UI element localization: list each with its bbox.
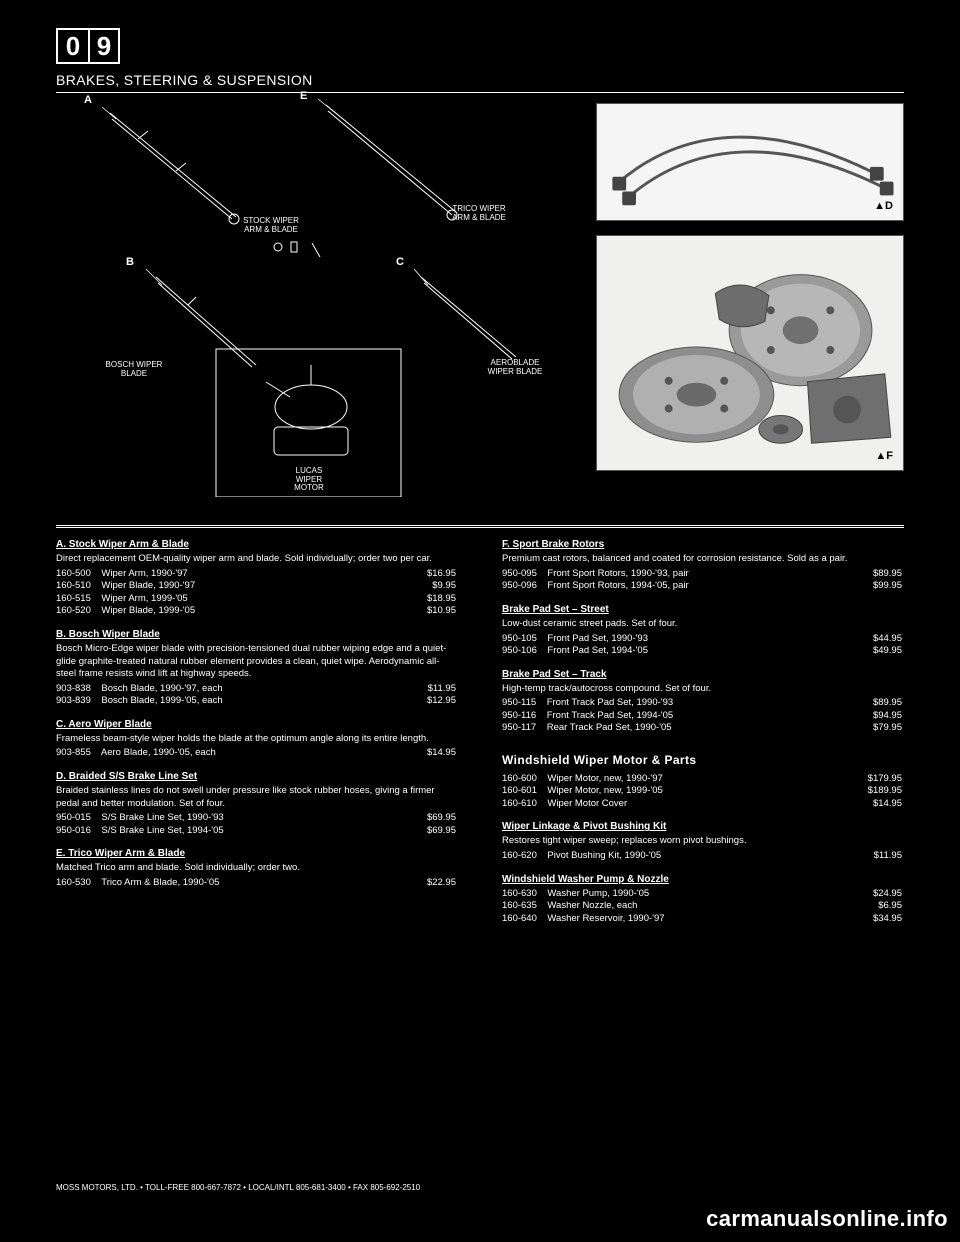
diagram-label-A-text: STOCK WIPER ARM & BLADE [241,217,301,234]
price-line: 950-117 Rear Track Pad Set, 1990-'05$79.… [502,722,902,735]
price-line: 160-640 Washer Reservoir, 1990-'97$34.95 [502,913,902,926]
sect-head-linkage: Wiper Linkage & Pivot Bushing Kit [502,820,902,833]
price-line: 950-106 Front Pad Set, 1994-'05$49.95 [502,645,902,658]
image-rotors: ▲F [596,235,904,471]
price-line: 160-620 Pivot Bushing Kit, 1990-'05$11.9… [502,850,902,863]
price-line: 160-515 Wiper Arm, 1999-'05$18.95 [56,593,456,606]
right-column: F. Sport Brake Rotors Premium cast rotor… [502,538,902,925]
diagram-label-E: E [300,91,307,103]
sect-head-A: A. Stock Wiper Arm & Blade [56,538,456,551]
price-line: 160-520 Wiper Blade, 1999-'05$10.95 [56,605,456,618]
sect-desc: Bosch Micro-Edge wiper blade with precis… [56,643,456,681]
price-line: 160-635 Washer Nozzle, each$6.95 [502,900,902,913]
diagram-label-A: A [84,95,92,107]
diagram-label-B-text: BOSCH WIPER BLADE [104,361,164,378]
price-line: 903-855 Aero Blade, 1990-'05, each$14.95 [56,747,456,760]
big-head-wiper: Windshield Wiper Motor & Parts [502,753,902,769]
price-line: 903-839 Bosch Blade, 1999-'05, each$12.9… [56,695,456,708]
price-line: 160-500 Wiper Arm, 1990-'97$16.95 [56,568,456,581]
sect-desc: Premium cast rotors, balanced and coated… [502,553,902,566]
diagram-label-C: C [396,257,404,269]
diagram-label-E-text: TRICO WIPER ARM & BLADE [450,205,508,222]
sect-desc: Braided stainless lines do not swell und… [56,785,456,810]
sect-desc: Direct replacement OEM-quality wiper arm… [56,553,456,566]
price-line: 950-015 S/S Brake Line Set, 1990-'93$69.… [56,812,456,825]
page: 0 9 BRAKES, STEERING & SUSPENSION [56,28,904,925]
price-line: 160-510 Wiper Blade, 1990-'97$9.95 [56,580,456,593]
diagram-label-B: B [126,257,134,269]
page-title: BRAKES, STEERING & SUSPENSION [56,72,904,88]
price-line: 160-530 Trico Arm & Blade, 1990-'05$22.9… [56,877,456,890]
price-line: 950-115 Front Track Pad Set, 1990-'93$89… [502,697,902,710]
sect-head-pads-track: Brake Pad Set – Track [502,668,902,681]
sect-desc: High-temp track/autocross compound. Set … [502,683,902,696]
price-line: 950-105 Front Pad Set, 1990-'93$44.95 [502,633,902,646]
diagram-label-box: LUCAS WIPER MOTOR [284,467,334,493]
sect-head-F: F. Sport Brake Rotors [502,538,902,551]
top-area: A STOCK WIPER ARM & BLADE E TRICO WIPER … [56,97,904,517]
sect-head-C: C. Aero Wiper Blade [56,718,456,731]
sect-desc: Low-dust ceramic street pads. Set of fou… [502,618,902,631]
page-number-left: 0 [58,30,88,62]
price-line: 160-610 Wiper Motor Cover$14.95 [502,798,902,811]
page-number-right: 9 [88,30,118,62]
price-line: 160-630 Washer Pump, 1990-'05$24.95 [502,888,902,901]
sect-desc: Frameless beam-style wiper holds the bla… [56,733,456,746]
price-line: 160-601 Wiper Motor, new, 1999-'05$189.9… [502,785,902,798]
price-line: 950-116 Front Track Pad Set, 1994-'05$94… [502,710,902,723]
price-line: 160-600 Wiper Motor, new, 1990-'97$179.9… [502,773,902,786]
sect-head-E: E. Trico Wiper Arm & Blade [56,847,456,860]
price-line: 903-838 Bosch Blade, 1990-'97, each$11.9… [56,683,456,696]
watermark: carmanualsonline.info [706,1206,948,1232]
page-number-box: 0 9 [56,28,120,64]
catalog-columns: A. Stock Wiper Arm & Blade Direct replac… [56,538,904,925]
wiper-diagram [56,97,526,497]
page-footer: MOSS MOTORS, LTD. • TOLL-FREE 800-667-78… [56,1183,420,1192]
header-rule [56,92,904,93]
sect-desc: Matched Trico arm and blade. Sold indivi… [56,862,456,875]
price-line: 950-095 Front Sport Rotors, 1990-'93, pa… [502,568,902,581]
image-brake-lines: ▲D [596,103,904,221]
sect-head-D: D. Braided S/S Brake Line Set [56,770,456,783]
sect-desc: Restores tight wiper sweep; replaces wor… [502,835,902,848]
image-tag-D: ▲D [874,200,893,212]
mid-rules [56,525,904,528]
price-line: 950-016 S/S Brake Line Set, 1994-'05$69.… [56,825,456,838]
sect-head-pads-street: Brake Pad Set – Street [502,603,902,616]
sect-head-washer: Windshield Washer Pump & Nozzle [502,873,902,886]
left-column: A. Stock Wiper Arm & Blade Direct replac… [56,538,456,925]
image-tag-F: ▲F [875,450,893,462]
diagram-label-C-text: AEROBLADE WIPER BLADE [484,359,546,376]
price-line: 950-096 Front Sport Rotors, 1994-'05, pa… [502,580,902,593]
sect-head-B: B. Bosch Wiper Blade [56,628,456,641]
